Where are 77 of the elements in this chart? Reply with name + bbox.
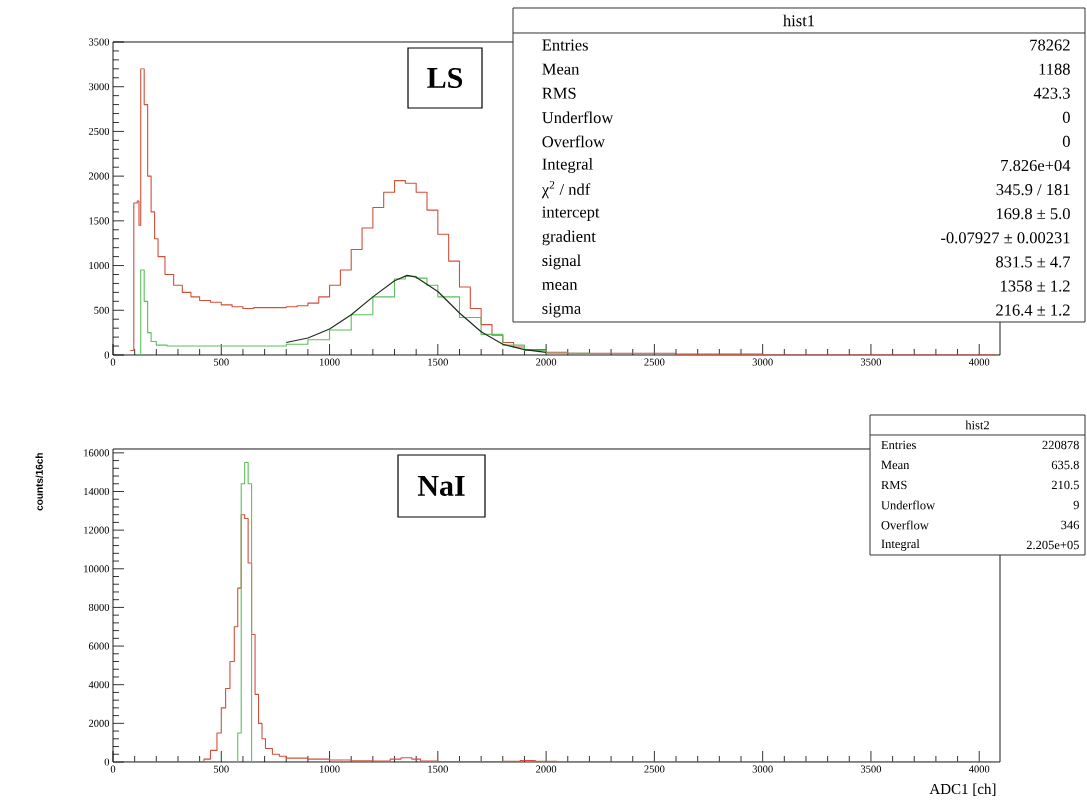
text: hist2 — [965, 420, 989, 430]
annotation: mean — [542, 282, 578, 290]
text: hist1 — [783, 14, 815, 27]
y-tick-label: 2500 — [88, 127, 110, 135]
text: 78262 — [1030, 39, 1070, 51]
y-tick-label: 10000 — [84, 565, 110, 573]
x-tick-label: 3000 — [752, 765, 773, 773]
x-tick-label: 1500 — [428, 765, 448, 773]
annotation: signal — [542, 254, 581, 270]
annotation: 169.8 ± 5.0 — [996, 208, 1070, 220]
x-tick-label: 0 — [110, 358, 116, 366]
y-tick-label: 8000 — [88, 603, 110, 611]
x-axis-title: ADC1 [ch] — [929, 783, 996, 796]
x-tick-label: 1000 — [319, 358, 340, 366]
annotation: Integral — [542, 158, 593, 174]
text: 220878 — [1042, 440, 1079, 450]
x-tick-label: 500 — [214, 765, 229, 773]
text: 1188 — [1039, 63, 1070, 75]
x-tick-label: 2000 — [536, 358, 557, 366]
y-tick-label: 500 — [94, 306, 110, 314]
annotation: gradient — [542, 230, 596, 246]
x-tick-label: 4000 — [968, 765, 990, 773]
annotation: sigma — [542, 302, 581, 318]
text: 635.8 — [1051, 460, 1079, 470]
y-tick-label: 12000 — [84, 526, 110, 534]
x-tick-label: 3500 — [860, 358, 882, 366]
annotation: Entries — [542, 39, 588, 51]
y-tick-label: 2000 — [88, 719, 110, 727]
annotation: RMS — [542, 87, 576, 99]
text: 0 — [1062, 135, 1070, 147]
text: 346 — [1061, 520, 1080, 530]
annotation: NaI — [417, 476, 465, 496]
annotation: 831.5 ± 4.7 — [996, 256, 1071, 268]
text: 1358 ± 1.2 — [1001, 280, 1070, 292]
x-tick-label: 500 — [214, 358, 229, 366]
y-tick-label: 14000 — [84, 487, 110, 496]
x-tick-label: 3500 — [860, 765, 882, 773]
x-tick-label: 3000 — [752, 358, 773, 366]
x-tick-label: 1000 — [319, 765, 340, 773]
x-tick-label: 2500 — [644, 358, 665, 366]
annotation: RMS — [881, 480, 907, 490]
y-tick-label: 1000 — [89, 262, 110, 270]
x-tick-label: 0 — [110, 765, 116, 773]
annotation: Mean — [542, 63, 580, 75]
annotation: intercept — [542, 206, 600, 221]
annotation: Entries — [881, 440, 916, 450]
annotation: Integral — [881, 539, 920, 551]
x-tick-label: 2500 — [644, 765, 665, 773]
y-tick-label: 16000 — [84, 449, 110, 457]
annotation: Overflow — [881, 520, 929, 530]
text: 210.5 — [1051, 480, 1079, 490]
annotation: χ$^{2}$ / ndf — [541, 180, 591, 199]
text: 423.3 — [1033, 87, 1070, 99]
x-tick-label: 1500 — [428, 358, 448, 366]
annotation: 216.4 ± 1.2 — [996, 304, 1070, 316]
y-tick-label: 6000 — [88, 642, 110, 650]
annotation: LS — [427, 67, 463, 89]
y-tick-label: 4000 — [88, 681, 110, 689]
y-tick-label: 2000 — [88, 172, 110, 180]
y-tick-label: 0 — [104, 351, 110, 359]
y-tick-label: 1500 — [89, 217, 110, 225]
text: 7.826e+04 — [1001, 159, 1071, 172]
y-tick-label: 3000 — [88, 83, 110, 91]
y-tick-label: 0 — [104, 758, 110, 766]
y-tick-label: 3500 — [88, 38, 110, 46]
annotation: 345.9 / 181 — [996, 184, 1070, 196]
y-axis-title: counts/16ch — [35, 453, 43, 511]
text: 2.205e+05 — [1026, 540, 1079, 550]
annotation: Underflow — [542, 111, 614, 124]
annotation: Underflow — [881, 500, 936, 510]
annotation: Overflow — [542, 135, 605, 148]
x-tick-label: 2000 — [536, 765, 557, 773]
x-tick-label: 4000 — [968, 358, 990, 366]
text: 9 — [1073, 500, 1079, 510]
text: 0 — [1062, 111, 1070, 123]
annotation: -0.07927 ± 0.00231 — [941, 232, 1070, 244]
annotation: Mean — [881, 460, 910, 470]
